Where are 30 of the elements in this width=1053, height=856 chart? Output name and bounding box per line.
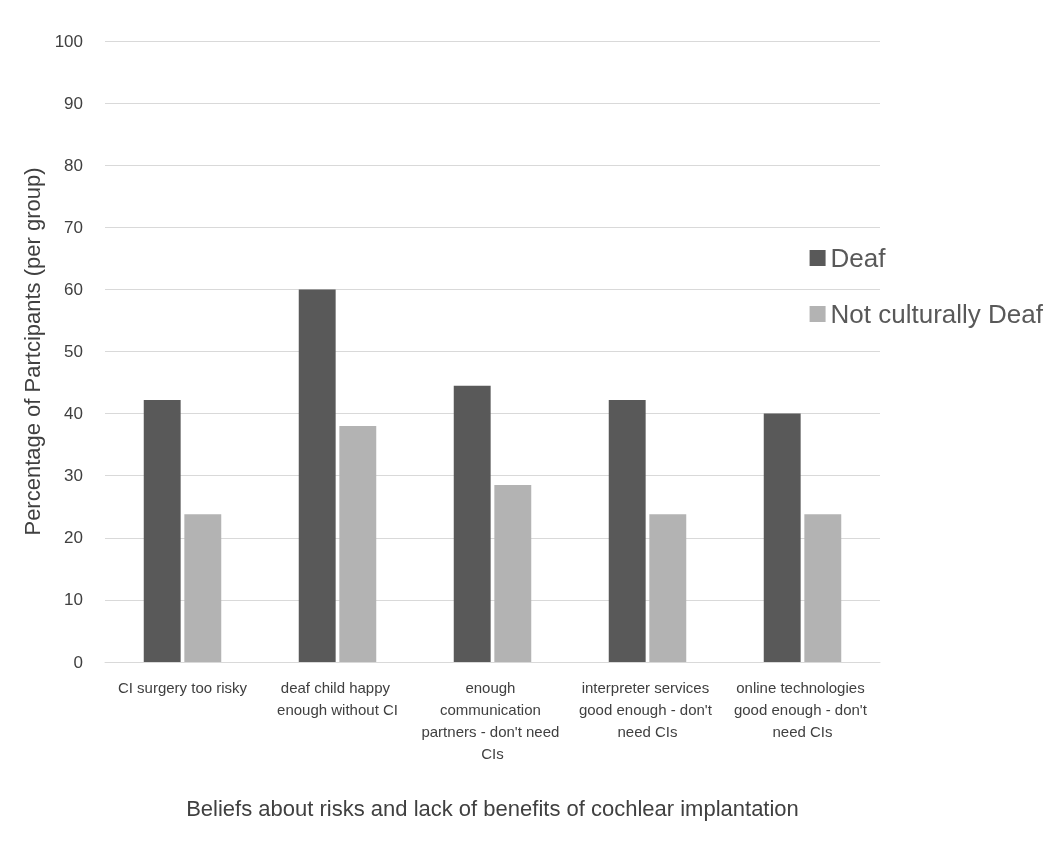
y-axis-title: Percentage of Partcipants (per group) — [19, 167, 45, 536]
x-tick-label: online technologies good enough - don't need CIs — [733, 678, 872, 740]
bar — [763, 413, 801, 662]
x-axis-title: Beliefs about risks and lack of benefits of cochlear implantation — [186, 795, 799, 821]
y-tick-label: 10 — [64, 590, 83, 610]
x-tick-label: deaf child happy enough without CI — [277, 678, 398, 718]
y-tick-label: 70 — [64, 217, 83, 237]
x-tick-label: CI surgery too risky — [117, 678, 248, 696]
bar — [804, 514, 842, 662]
bar — [494, 485, 532, 662]
y-tick-label: 50 — [64, 342, 83, 361]
bar — [143, 399, 181, 662]
y-tick-label: 90 — [64, 93, 83, 113]
y-tick-label: 60 — [64, 279, 83, 299]
legend-label: Deaf — [830, 243, 887, 273]
bar — [649, 514, 687, 662]
bar — [298, 289, 336, 662]
x-tick-label: interpreter services good enough - don't need CIs — [578, 678, 717, 740]
y-tick-label: 0 — [73, 652, 83, 672]
bar — [339, 426, 377, 662]
y-tick-label: 20 — [64, 528, 83, 548]
x-tick-label: enough communication partners - don't need CIs — [421, 678, 564, 762]
bar — [184, 514, 222, 662]
bar — [608, 399, 646, 662]
y-tick-label: 40 — [64, 404, 83, 424]
y-tick-label: 30 — [64, 466, 83, 486]
legend-label: Not culturally Deaf — [830, 299, 1044, 329]
y-tick-label: 100 — [54, 31, 83, 51]
bar — [453, 385, 491, 662]
y-tick-label: 80 — [64, 155, 83, 175]
